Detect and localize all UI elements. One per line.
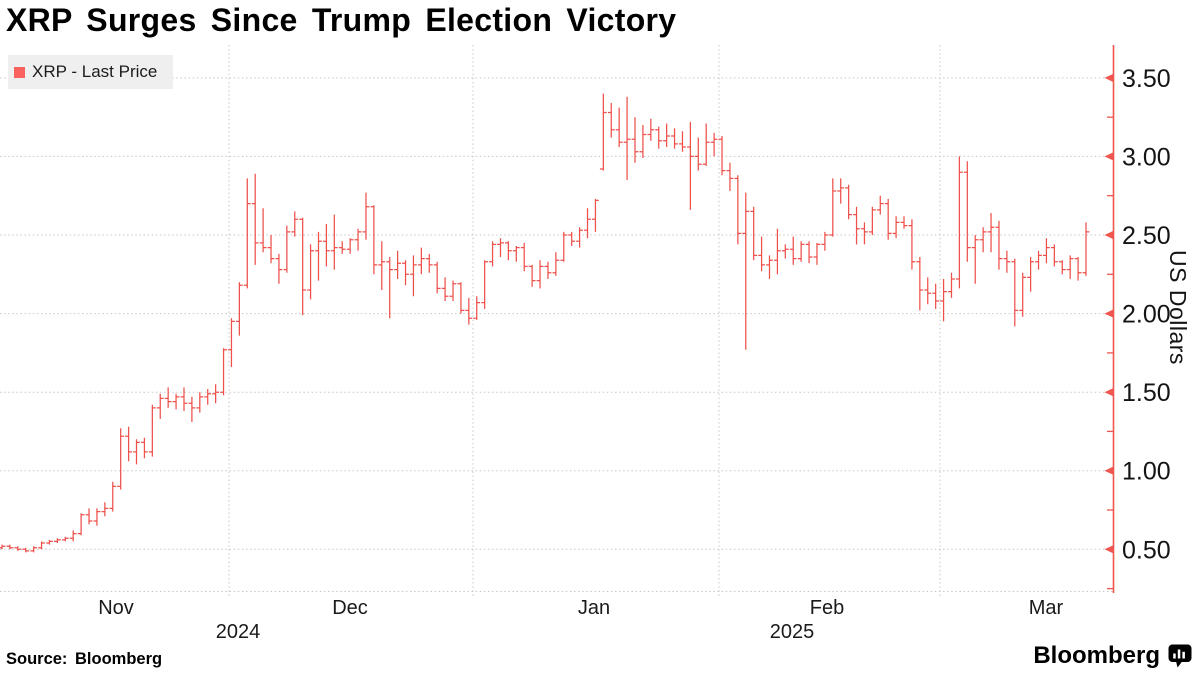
y-major-tick xyxy=(1104,545,1114,554)
x-year-label: 2025 xyxy=(770,621,815,643)
y-axis xyxy=(1104,45,1115,593)
x-axis-labels: Nov Dec Jan Feb Mar 2024 2025 xyxy=(98,597,1063,643)
chart-title: XRP Surges Since Trump Election Victory xyxy=(6,2,677,38)
x-year-label: 2024 xyxy=(216,621,261,643)
y-major-tick xyxy=(1104,152,1114,161)
x-month-label: Jan xyxy=(578,597,610,619)
y-axis-label: US Dollars xyxy=(1165,250,1191,365)
legend: XRP - Last Price xyxy=(8,55,174,89)
bloomberg-logo: Bloomberg xyxy=(1033,642,1192,670)
series-swatch-icon xyxy=(14,66,25,78)
bloomberg-chart-bubble-icon xyxy=(1168,644,1192,668)
y-tick-label: 3.00 xyxy=(1122,143,1171,171)
x-month-label: Nov xyxy=(98,597,134,619)
x-month-label: Dec xyxy=(332,597,368,619)
y-tick-label: 0.50 xyxy=(1122,536,1171,564)
source-note: Source: Bloomberg xyxy=(6,650,163,668)
y-tick-label: 2.00 xyxy=(1122,301,1171,329)
y-major-tick xyxy=(1104,388,1114,397)
y-tick-label: 3.50 xyxy=(1122,65,1171,93)
ohlc-price-series xyxy=(0,93,1090,553)
y-tick-labels: 3.50 3.00 2.50 2.00 1.50 1.00 0.50 xyxy=(1122,65,1171,564)
bloomberg-wordmark: Bloomberg xyxy=(1033,642,1160,669)
y-major-tick xyxy=(1104,309,1114,318)
gridlines xyxy=(0,45,1113,597)
y-tick-label: 1.00 xyxy=(1122,458,1171,486)
x-month-label: Mar xyxy=(1029,597,1064,619)
y-major-tick xyxy=(1104,73,1114,83)
y-tick-label: 2.50 xyxy=(1122,222,1171,250)
y-tick-label: 1.50 xyxy=(1122,379,1171,407)
x-month-label: Feb xyxy=(810,597,844,619)
legend-label: XRP - Last Price xyxy=(32,62,158,81)
y-major-tick xyxy=(1104,466,1114,475)
y-major-tick xyxy=(1104,230,1114,240)
